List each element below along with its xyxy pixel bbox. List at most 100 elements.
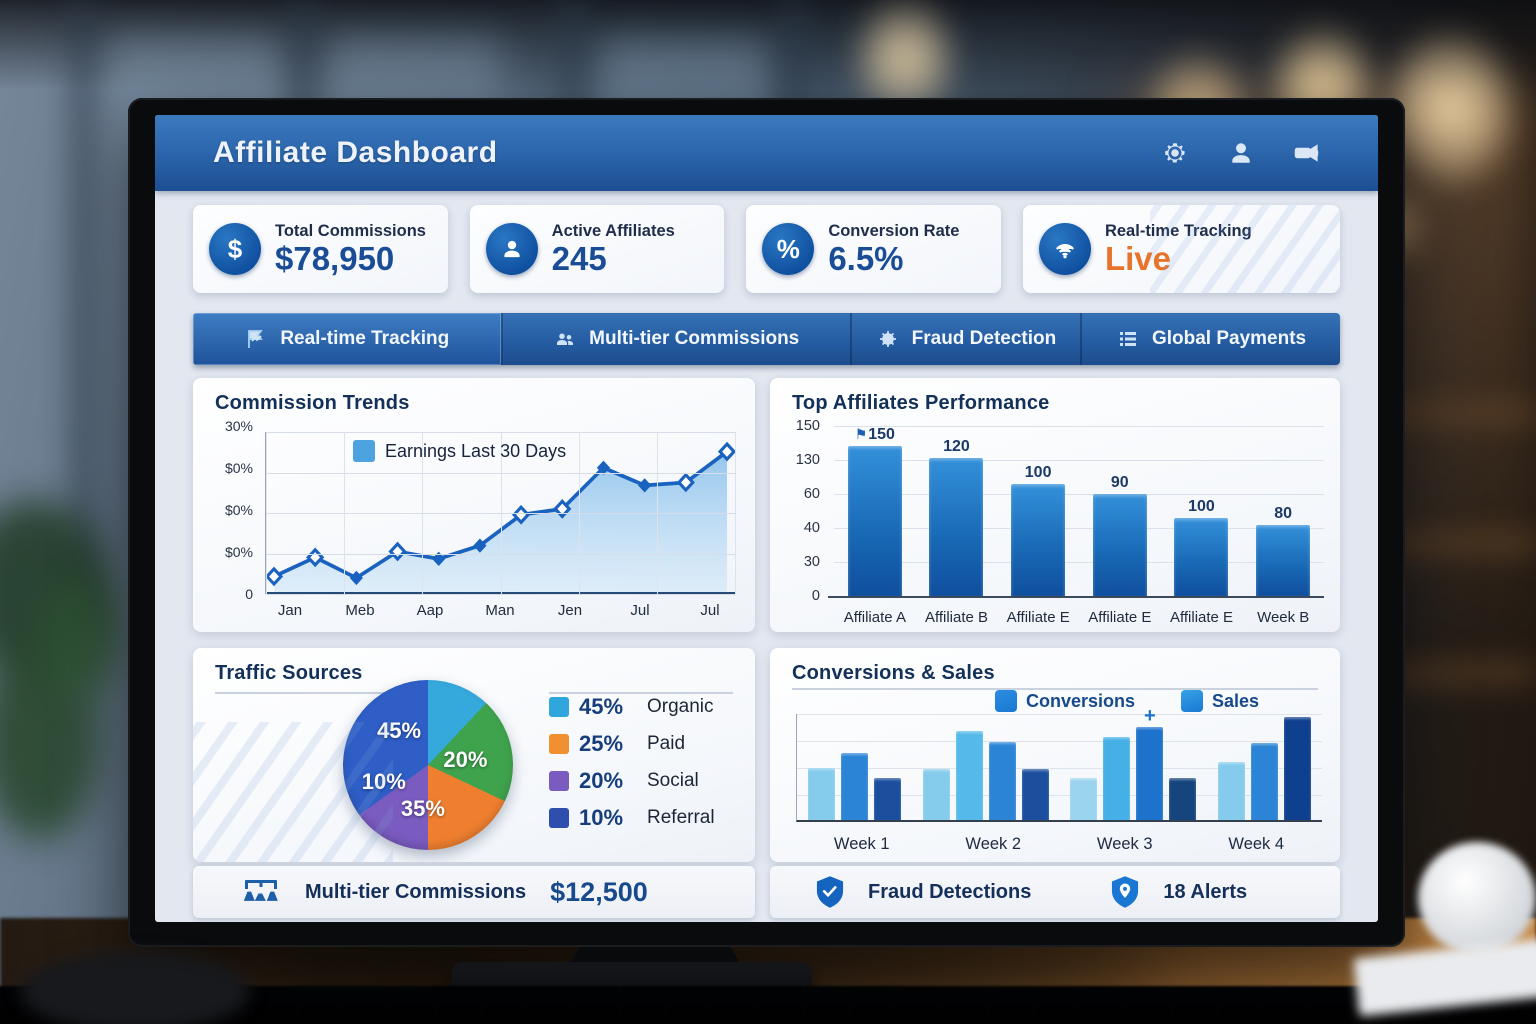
kpi-label: Conversion Rate: [828, 221, 960, 240]
tab-realtime-tracking[interactable]: Real-time Tracking: [193, 313, 503, 365]
plus-marker: +: [1144, 704, 1156, 727]
panel-conversions-sales: Conversions & Sales Conversions Sales + W…: [770, 648, 1340, 862]
shield-pin-icon: [1105, 875, 1145, 909]
grouped-bar-x-axis: Week 1 Week 2 Week 3 Week 4: [796, 835, 1322, 854]
pie-legend: 45% Organic 25% Paid 20% Social 10% Referral: [549, 694, 715, 831]
legend-swatch: [353, 440, 375, 462]
gridline: [834, 494, 1324, 495]
series-bar: [1103, 737, 1131, 820]
kpi-conversion-rate: % Conversion Rate 6.5%: [746, 205, 1001, 293]
y-tick: $0%: [224, 502, 253, 518]
grouped-bar-legend: Conversions Sales: [995, 690, 1259, 712]
chart-flag-icon: [248, 330, 264, 348]
bar-value-label: 100: [1024, 463, 1052, 481]
bar-chart-x-axis: Affiliate A Affiliate B Affiliate E Affilia…: [834, 609, 1324, 626]
panel-title: Commission Trends: [215, 392, 410, 414]
x-tick: Meb: [345, 602, 375, 619]
y-tick: $0%: [224, 460, 253, 476]
legend-value: 10%: [579, 805, 624, 830]
kpi-value: $78,950: [275, 239, 395, 277]
legend-swatch: [549, 697, 569, 717]
user-icon: [485, 223, 538, 275]
series-bar: [922, 769, 950, 820]
summary-value: $12,500: [550, 876, 648, 907]
x-tick: Week 2: [965, 835, 1022, 853]
user-profile-icon[interactable]: [1228, 140, 1254, 166]
panel-title: Traffic Sources: [215, 662, 363, 684]
gridline: [500, 432, 502, 594]
summary-fraud-alerts[interactable]: Fraud Detections 18 Alerts: [770, 866, 1340, 918]
series-bar: +: [1136, 705, 1164, 820]
legend-name: Social: [647, 770, 699, 791]
gridline: [735, 432, 736, 594]
gridline: [796, 714, 1322, 715]
tab-global-payments[interactable]: Global Payments: [1082, 313, 1340, 365]
y-tick: 30%: [224, 418, 253, 434]
gridline: [834, 528, 1324, 529]
gridline: [796, 741, 1322, 742]
gridline: [796, 795, 1322, 796]
x-tick: Jul: [700, 602, 720, 619]
feature-tab-bar: Real-time Tracking Multi-tier Commission…: [193, 313, 1340, 365]
legend-swatch: [549, 734, 569, 754]
x-tick: Affiliate E: [1006, 609, 1070, 626]
y-tick: 150: [795, 418, 820, 434]
affiliate-bar: [1011, 483, 1066, 596]
pie-slice-label: 45%: [377, 718, 422, 743]
week-bar-group: +: [1070, 705, 1197, 820]
x-tick: Aap: [416, 602, 444, 619]
legend-swatch: [995, 690, 1017, 712]
gridline: [796, 768, 1322, 769]
monitor-bezel: Affiliate Dashboard $: [128, 98, 1405, 947]
legend-swatch: [549, 808, 569, 828]
bar-value-label: 120: [943, 438, 970, 456]
multi-tier-network-icon: [241, 875, 281, 909]
tab-multi-tier-commissions[interactable]: Multi-tier Commissions: [503, 313, 852, 365]
legend-row: 45% Organic: [549, 694, 715, 720]
bar-chart-y-axis: 150 130 60 40 30 0: [780, 418, 828, 604]
page-title: Affiliate Dashboard: [213, 136, 498, 169]
pie-slice-label: 10%: [361, 769, 406, 794]
announcement-speaker-icon[interactable]: [1294, 140, 1320, 166]
plant-blur: [40, 580, 120, 700]
gridline: [834, 562, 1324, 563]
settings-gear-icon[interactable]: [1162, 140, 1188, 166]
legend-name: Paid: [647, 733, 686, 754]
summary-multi-tier-commissions[interactable]: Multi-tier Commissions $12,500: [193, 866, 755, 918]
bar-group: 90: [1082, 426, 1158, 596]
bar-value-label: 90: [1110, 474, 1129, 491]
x-tick: Week 4: [1228, 835, 1285, 853]
dashboard-screen: Affiliate Dashboard $: [155, 115, 1378, 922]
kpi-value-live: Live: [1104, 239, 1172, 277]
bar-group: ⚑150: [837, 426, 913, 596]
x-tick: Affiliate E: [1169, 609, 1234, 626]
x-tick: Man: [485, 602, 515, 619]
bar-value-label: 80: [1274, 504, 1292, 522]
kpi-label: Total Commissions: [275, 221, 426, 240]
affiliate-bar: [1092, 494, 1147, 596]
series-bar: [807, 768, 835, 820]
x-tick: Jul: [630, 602, 650, 619]
panel-title: Conversions & Sales: [792, 662, 995, 684]
kpi-value: 6.5%: [828, 239, 904, 277]
affiliate-bar: [1256, 524, 1311, 596]
bar-value-label: 100: [1188, 497, 1215, 515]
legend-item: Sales: [1181, 690, 1259, 712]
kpi-label: Active Affiliates: [551, 221, 675, 240]
gridline: [422, 432, 424, 594]
grouped-bar-gridlines: [796, 714, 1322, 822]
legend-swatch: [1181, 690, 1204, 712]
signal-wifi-icon: [1038, 223, 1091, 275]
gridline: [266, 594, 735, 595]
dollar-icon: $: [209, 223, 261, 275]
x-tick: Affiliate E: [1088, 609, 1152, 626]
affiliate-bar: [929, 458, 984, 596]
kpi-value: 245: [551, 239, 607, 277]
series-bar: [1251, 742, 1279, 820]
pie-slice-label: 35%: [400, 796, 445, 822]
tab-fraud-detection[interactable]: Fraud Detection: [852, 313, 1083, 365]
traffic-sources-pie: 45% 20% 35% 10%: [343, 680, 513, 850]
bar-chart-plot: ⚑150 120 100 90 100 80: [834, 426, 1324, 596]
keyboard: [0, 986, 1536, 1024]
y-tick: 0: [811, 588, 820, 604]
